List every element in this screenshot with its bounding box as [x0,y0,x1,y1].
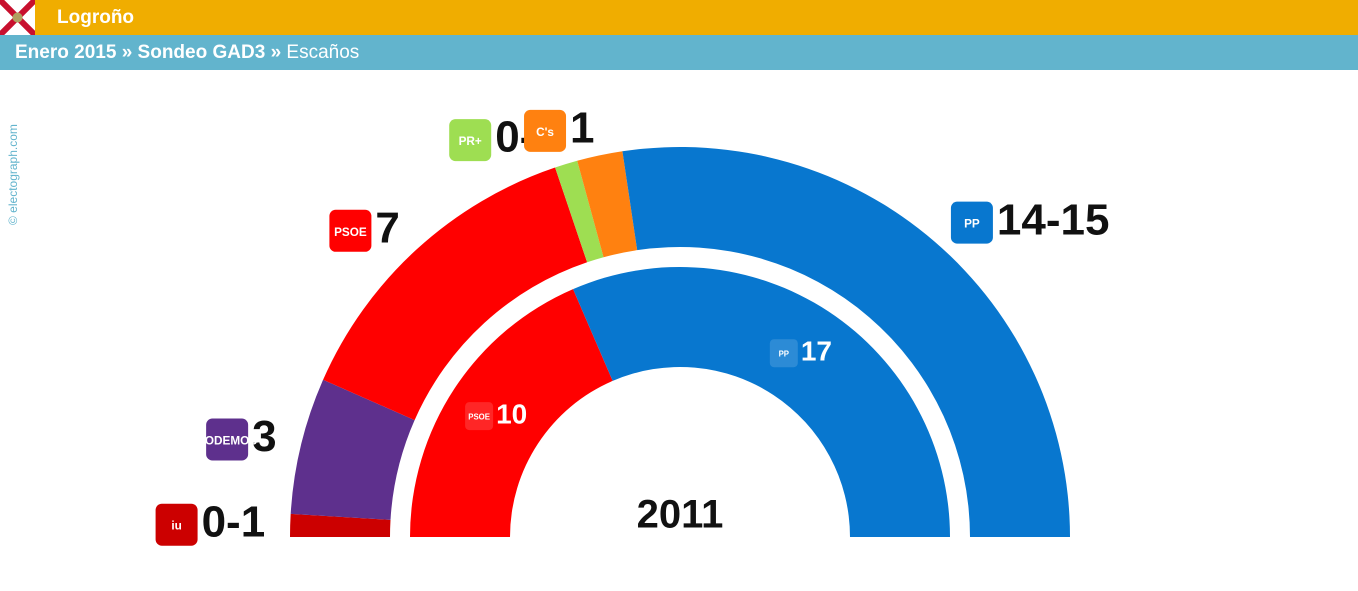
party-logo [206,418,249,461]
header-bar: Logroño [0,0,1358,35]
party-logo [769,339,798,368]
party-logo [155,503,198,546]
seat-segment [290,513,391,537]
breadcrumb-bar: Enero 2015 » Sondeo GAD3 » Escaños [0,35,1358,70]
flag-icon [0,0,35,35]
party-logo-text: PODEMOS [197,435,257,448]
party-logo-text: iu [171,520,181,533]
seat-segment [622,147,1070,537]
value-label: 7 [375,203,399,252]
separator: » [270,42,282,63]
seat-segment [323,167,588,421]
segment-label: 14-15 PP [950,195,1110,244]
value-label: 1 [570,104,594,153]
value-label: 3 [252,412,276,461]
breadcrumb: Escaños [286,42,360,63]
party-logo-text: C's [536,126,554,139]
value-label: 14-15 [997,195,1110,244]
segment-label: 10 PSOE [465,398,527,431]
breadcrumb: Sondeo GAD3 [137,42,266,63]
value-label: 0-1 [202,497,266,546]
party-logo [524,109,567,152]
party-logo [329,209,372,252]
segment-label: 0-1 iu [155,497,266,546]
party-logo-text: PSOE [468,412,490,421]
party-logo-text: PP [779,350,789,359]
party-logo [465,402,494,431]
seat-segment [577,151,638,258]
header-title: Logroño [57,7,135,28]
party-logo [449,119,492,162]
separator: » [121,42,133,63]
seat-segment [555,160,604,263]
seat-segment [573,267,950,537]
ring-label: 2011 [637,493,724,537]
value-label: 17 [801,336,832,367]
party-logo-text: PP [964,218,980,231]
party-logo [950,201,993,244]
value-label: 10 [496,398,527,429]
seat-segment [410,289,613,537]
segment-label: 1 C's [524,104,595,153]
breadcrumb: Enero 2015 [15,42,117,63]
party-logo-text: PSOE [334,226,367,239]
segment-label: 17 PP [769,336,832,368]
party-logo-text: PR+ [459,135,482,148]
seat-segment [290,379,415,520]
segment-label: 7 PSOE [329,203,400,252]
